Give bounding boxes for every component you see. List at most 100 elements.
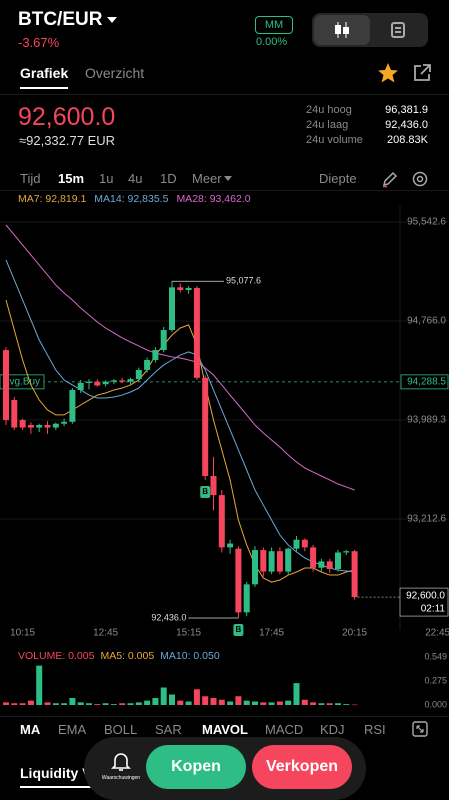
- book-icon[interactable]: [390, 21, 408, 39]
- tab-underline: [20, 786, 100, 788]
- y-tick-label: 93,989.3: [407, 415, 446, 426]
- volume-bar: [260, 702, 267, 705]
- ma-line: [5, 299, 355, 583]
- volume-bar: [135, 702, 142, 705]
- pair[interactable]: BTC/EUR: [18, 9, 103, 30]
- expand-icon[interactable]: [412, 721, 428, 737]
- x-tick-label: 12:45: [93, 628, 118, 639]
- indicator-tab[interactable]: RSI: [364, 722, 386, 737]
- bell-icon[interactable]: [110, 750, 132, 772]
- last-price: 92,600.0: [18, 103, 116, 131]
- volume-bar: [27, 700, 34, 705]
- x-tick-label: 17:45: [259, 628, 284, 639]
- interval[interactable]: 4u: [128, 171, 143, 186]
- volume-bar: [52, 703, 59, 705]
- candle-body: [235, 548, 242, 613]
- interval[interactable]: Tijd: [20, 171, 41, 186]
- indicator-tab-active[interactable]: MA: [20, 722, 41, 737]
- volume-bar: [169, 694, 175, 705]
- candle-body: [44, 425, 51, 428]
- draw-icon[interactable]: [381, 170, 399, 188]
- indicator-tab-active[interactable]: MAVOL: [202, 722, 248, 737]
- candle-body: [52, 423, 59, 428]
- margin-badge[interactable]: MM: [255, 16, 293, 34]
- indicator-tab[interactable]: SAR: [155, 722, 182, 737]
- volume-bar: [102, 703, 109, 705]
- volume-bar: [3, 702, 9, 705]
- buy-button[interactable]: Kopen: [146, 745, 246, 789]
- volume-bar: [285, 700, 292, 705]
- candle-body: [119, 380, 126, 382]
- divider: [0, 190, 449, 191]
- stat-label: 24u hoog: [306, 104, 352, 116]
- volume-legend-entry: MA10: 0.050: [160, 650, 220, 662]
- candle-body: [276, 551, 283, 572]
- interval-active[interactable]: 15m: [58, 171, 85, 186]
- volume-bar: [268, 702, 275, 705]
- candle-body: [318, 561, 325, 568]
- volume-bar: [127, 703, 134, 705]
- dropdown-icon[interactable]: [106, 15, 118, 25]
- chart-view-button[interactable]: [314, 15, 370, 45]
- candle-icon: [335, 22, 349, 38]
- ma-legend-entry: MA28: 93,462.0: [176, 193, 251, 205]
- interval[interactable]: 1D: [160, 171, 177, 186]
- fiat-price: ≈92,332.77 EUR: [19, 133, 116, 148]
- y-tick-label: 93,212.6: [407, 514, 446, 525]
- tab-chart[interactable]: Grafiek: [20, 65, 69, 81]
- volume-legend: VOLUME: 0.005 MA5: 0.005 MA10: 0.050: [18, 650, 220, 662]
- buy-marker: [233, 623, 244, 636]
- stat-value: 92,436.0: [385, 119, 428, 131]
- indicator-tab[interactable]: BOLL: [104, 722, 138, 737]
- candle-body: [69, 389, 76, 422]
- indicator-tab[interactable]: KDJ: [320, 722, 345, 737]
- buy-marker-label: B: [202, 487, 208, 496]
- buy-marker-label: B: [236, 625, 242, 634]
- volume-bar: [86, 703, 92, 705]
- avg-buy-tag: [0, 374, 45, 390]
- avg-buy-price: 94,288.5: [407, 376, 446, 387]
- candle-body: [343, 551, 350, 553]
- interval-more[interactable]: Meer: [192, 171, 222, 186]
- volume-bar: [185, 701, 192, 705]
- y-tick-label: 95,542.6: [407, 217, 446, 228]
- volume-bar: [343, 704, 350, 705]
- ma-legend-entry: MA7: 92,819.1: [18, 193, 87, 205]
- candle-body: [144, 359, 151, 370]
- candle-body: [310, 547, 317, 568]
- volume-bar: [44, 702, 51, 705]
- bottom-tab[interactable]: Liquidity V: [20, 765, 92, 781]
- candle-body: [152, 350, 159, 360]
- last-price-label: 92,600.0: [406, 591, 445, 602]
- sell-button[interactable]: Verkopen: [252, 745, 352, 789]
- volume-bar: [119, 703, 126, 705]
- depth-tab[interactable]: Diepte: [319, 171, 357, 186]
- avg-buy-price-tag: [400, 374, 449, 390]
- low-marker-label: 92,436.0: [151, 612, 186, 622]
- indicator-tab[interactable]: EMA: [58, 722, 87, 737]
- favorite-star[interactable]: [377, 62, 399, 84]
- volume-bar: [218, 699, 225, 705]
- x-tick-label: 10:15: [10, 628, 35, 639]
- share-icon[interactable]: [412, 63, 432, 83]
- volume-legend-entry: MA5: 0.005: [100, 650, 155, 662]
- indicator-tab[interactable]: MACD: [265, 722, 304, 737]
- alerts-label[interactable]: Waarschuwingen: [101, 775, 141, 781]
- volume-bar: [301, 699, 308, 705]
- volume-bar: [152, 698, 159, 705]
- x-tick-label: 15:15: [176, 628, 201, 639]
- interval[interactable]: 1u: [99, 171, 114, 186]
- candle-body: [160, 330, 167, 351]
- y-tick-label: 0.549: [424, 651, 447, 661]
- y-tick-label: 0.275: [424, 675, 447, 685]
- volume-bar: [227, 701, 234, 705]
- candle-body: [193, 287, 200, 378]
- volume-bar: [243, 700, 250, 705]
- ma-line: [5, 224, 355, 491]
- candle-body: [36, 425, 43, 428]
- tab-overview[interactable]: Overzicht: [85, 65, 145, 81]
- settings-icon[interactable]: [411, 170, 429, 188]
- candle-body: [227, 543, 234, 548]
- divider: [0, 94, 449, 95]
- stat-label: 24u volume: [306, 134, 363, 146]
